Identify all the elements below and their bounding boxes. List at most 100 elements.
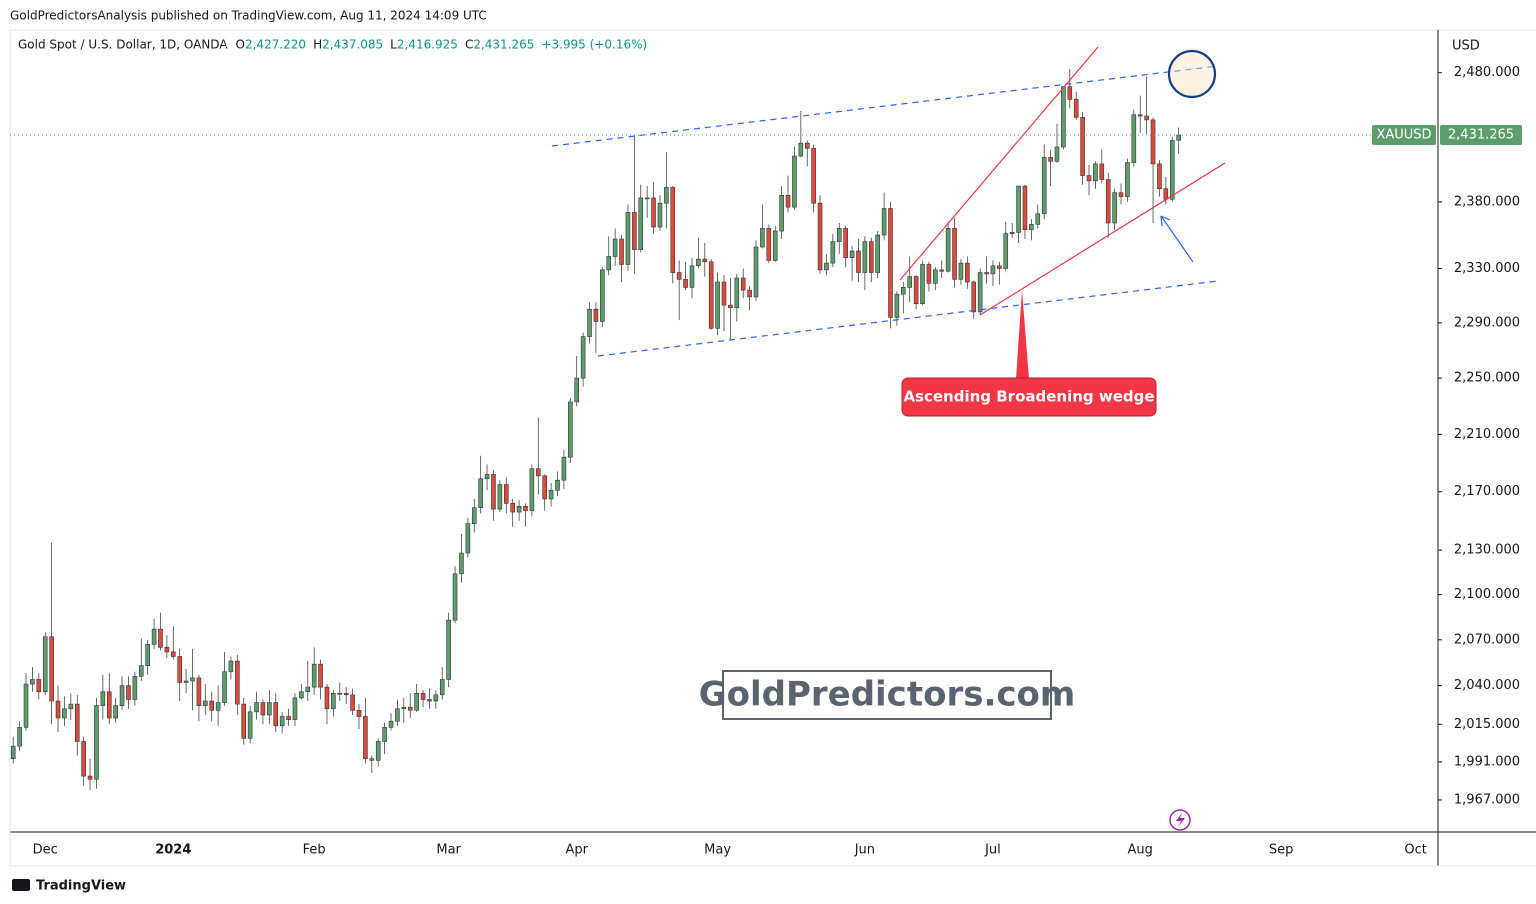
- candle-body: [465, 523, 471, 554]
- candle-body: [945, 228, 951, 272]
- candle-body: [318, 663, 323, 688]
- candle-body: [766, 228, 772, 261]
- event-icon[interactable]: [1169, 809, 1191, 831]
- wedge-lower-line: [979, 162, 1226, 316]
- candle-body: [555, 479, 560, 491]
- candle-body: [30, 679, 35, 685]
- candle-body: [548, 489, 554, 500]
- candle-body: [94, 705, 99, 780]
- candle-body: [459, 552, 464, 575]
- candle-body: [356, 709, 362, 717]
- candle-body: [171, 651, 176, 657]
- candle-body: [222, 671, 227, 703]
- event-bolt: [1176, 813, 1185, 827]
- candle-body: [260, 702, 266, 716]
- candle-body: [1131, 114, 1137, 163]
- candle-body: [36, 679, 42, 693]
- candle-body: [856, 250, 861, 273]
- candle-body: [740, 277, 746, 291]
- y-tick-label: 2,100.000: [1454, 587, 1520, 602]
- candle-body: [901, 287, 906, 295]
- candle-body: [452, 573, 458, 621]
- candle-body: [587, 308, 592, 337]
- candle-body: [568, 401, 573, 458]
- candle-body: [651, 197, 656, 228]
- currency-box: [1444, 34, 1484, 58]
- candle-body: [715, 281, 720, 329]
- callout-box: [901, 377, 1157, 417]
- candle-body: [74, 703, 80, 742]
- candle-body: [369, 758, 375, 761]
- candle-body: [190, 677, 195, 682]
- ohlc-value: 2,416.925: [397, 38, 458, 52]
- change: +3.995 (+0.16%): [541, 38, 647, 52]
- candle-body: [100, 691, 106, 706]
- candle-body: [1080, 117, 1085, 176]
- candle-body: [1016, 185, 1021, 233]
- candle-body: [971, 281, 977, 313]
- candle-body: [888, 208, 893, 318]
- candle-body: [279, 716, 285, 727]
- candle-body: [1176, 134, 1181, 141]
- watermark: GoldPredictors.com: [699, 675, 1076, 715]
- x-tick-label: Sep: [1269, 843, 1294, 858]
- candle-body: [920, 264, 925, 305]
- y-tick-label: 2,330.000: [1454, 261, 1520, 276]
- candle-body: [471, 507, 477, 525]
- candle-body: [446, 619, 451, 680]
- ohlc-key: O: [236, 38, 245, 52]
- candle-body: [875, 234, 880, 273]
- candle-body: [420, 692, 426, 700]
- upper-channel-line: [551, 65, 1219, 147]
- candle-body: [593, 308, 599, 322]
- candle-body: [1022, 185, 1028, 230]
- candle-body: [491, 474, 496, 510]
- candle-body: [203, 700, 208, 706]
- y-tick-label: 2,040.000: [1454, 678, 1520, 693]
- candle-body: [1099, 163, 1105, 180]
- candle-body: [343, 692, 349, 696]
- candle-body: [196, 677, 202, 706]
- candle-body: [10, 745, 16, 760]
- ohlc-key: L: [390, 38, 397, 52]
- candle-body: [324, 686, 330, 710]
- candle-body: [1137, 114, 1143, 117]
- candle-body: [1035, 213, 1041, 225]
- candle-body: [817, 202, 823, 271]
- candle-body: [177, 656, 182, 683]
- candle-body: [990, 265, 996, 275]
- candle-body: [1118, 192, 1124, 197]
- candle-body: [836, 228, 842, 242]
- candle-body: [728, 304, 733, 309]
- candle-body: [1163, 188, 1169, 200]
- candle-body: [311, 663, 317, 688]
- candle-body: [17, 727, 22, 747]
- candle-body: [49, 636, 54, 702]
- candle-body: [1157, 163, 1162, 190]
- candle-body: [1067, 86, 1073, 100]
- candle-body: [977, 272, 983, 313]
- candle-body: [708, 261, 714, 329]
- candle-body: [984, 272, 989, 275]
- ohlc-key: C: [465, 38, 473, 52]
- candle-body: [734, 277, 740, 309]
- candle-body: [843, 228, 848, 259]
- candle-body: [427, 699, 432, 702]
- candle-body: [1144, 115, 1149, 121]
- candle-body: [145, 644, 150, 666]
- candle-body: [760, 228, 765, 248]
- candle-body: [1073, 99, 1079, 118]
- candle-body: [1105, 179, 1111, 224]
- candle-body: [87, 775, 93, 780]
- x-tick-label: Mar: [436, 843, 461, 858]
- candle-body: [106, 691, 112, 719]
- candle-body: [119, 685, 125, 706]
- symbol-title: Gold Spot / U.S. Dollar, 1D, OANDA: [18, 38, 228, 52]
- ohlc-value: 2,427.220: [245, 38, 306, 52]
- candle-body: [388, 720, 394, 728]
- candle-body: [894, 293, 900, 318]
- candle-body: [804, 142, 810, 149]
- symbol-tag-label: XAUUSD: [1376, 128, 1431, 143]
- candle-body: [811, 147, 816, 204]
